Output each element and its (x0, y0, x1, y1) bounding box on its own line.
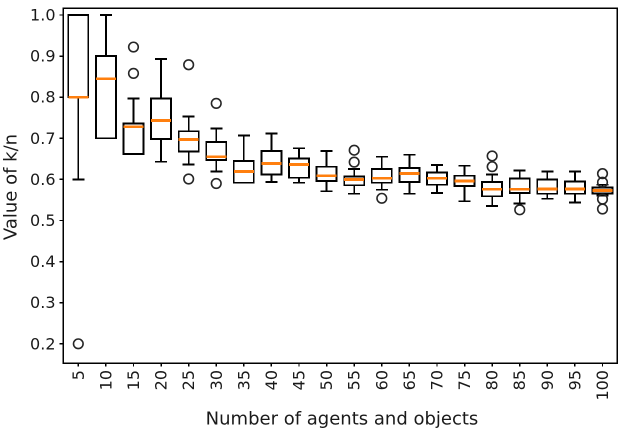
box (536, 178, 559, 195)
x-tick-label: 90 (538, 370, 557, 390)
box (288, 157, 310, 179)
x-tick-label: 40 (262, 370, 281, 390)
y-tick-label: 0.7 (30, 129, 55, 148)
plot-border (62, 7, 618, 364)
outlier-point (376, 192, 388, 204)
box (343, 175, 366, 187)
x-tick-label: 35 (234, 370, 253, 390)
outlier-point (127, 41, 140, 53)
x-tick-label: 65 (400, 370, 419, 390)
outlier-point (486, 161, 498, 173)
outlier-point (72, 338, 84, 350)
x-tick-label: 95 (565, 370, 584, 390)
y-tick-label: 0.5 (30, 211, 55, 230)
outlier-point (348, 156, 360, 168)
x-tick-label: 80 (483, 370, 502, 390)
outlier-point (210, 97, 222, 109)
y-tick-label: 0.2 (30, 334, 55, 353)
y-tick-label: 0.4 (30, 252, 55, 271)
outlier-point (183, 173, 195, 185)
x-tick-label: 100 (593, 370, 612, 401)
x-tick-label: 30 (207, 370, 226, 390)
x-tick-label: 50 (317, 370, 336, 390)
x-tick-label: 75 (455, 370, 474, 390)
outlier-point (127, 67, 140, 79)
x-tick-label: 45 (290, 370, 309, 390)
box (94, 55, 117, 140)
box (122, 122, 145, 155)
box (177, 130, 200, 153)
y-tick-label: 1.0 (30, 6, 55, 25)
outlier-point (596, 168, 609, 180)
box (315, 165, 338, 182)
x-axis-title: Number of agents and objects (205, 408, 479, 430)
box (67, 14, 90, 99)
y-axis-title: Value of k/n (0, 133, 22, 241)
outlier-point (514, 204, 526, 216)
outlier-point (348, 144, 360, 156)
box (370, 168, 393, 184)
x-tick-label: 20 (152, 370, 171, 390)
x-tick-label: 60 (372, 370, 391, 390)
box (508, 177, 531, 194)
outlier-point (183, 59, 195, 71)
y-tick-label: 0.8 (30, 88, 55, 107)
x-tick-label: 70 (427, 370, 446, 390)
x-tick-label: 5 (69, 370, 88, 380)
outlier-point (596, 203, 609, 215)
x-tick-label: 25 (179, 370, 198, 390)
x-tick-label: 55 (345, 370, 364, 390)
y-tick-label: 0.3 (30, 293, 55, 312)
y-tick-label: 0.9 (30, 47, 55, 66)
box (150, 97, 172, 141)
x-tick-label: 15 (124, 370, 143, 390)
x-tick-label: 10 (96, 370, 115, 390)
outlier-point (210, 177, 222, 190)
outlier-point (596, 176, 609, 188)
outlier-point (486, 150, 498, 162)
y-tick-label: 0.6 (30, 170, 55, 189)
x-tick-label: 85 (510, 370, 529, 390)
